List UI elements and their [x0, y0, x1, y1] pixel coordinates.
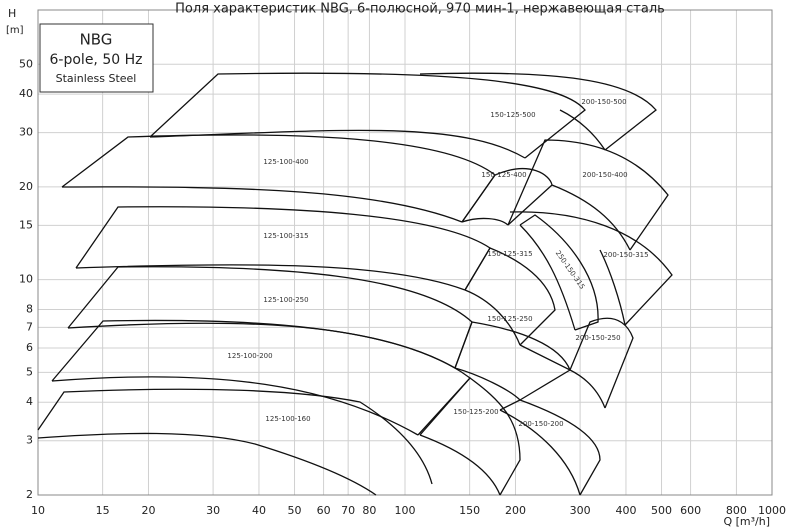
x-tick-label: 70 — [341, 504, 355, 517]
x-tick-label: 20 — [141, 504, 155, 517]
pump-region — [499, 399, 601, 496]
pump-region — [51, 319, 471, 436]
pump-region — [419, 72, 657, 151]
x-tick-label: 600 — [680, 504, 701, 517]
x-tick-label: 100 — [395, 504, 416, 517]
pump-region — [454, 321, 571, 401]
plot-frame — [37, 9, 773, 496]
region-label: 150-125-400 — [481, 171, 526, 179]
x-tick-label: 60 — [317, 504, 331, 517]
pump-region — [519, 214, 599, 331]
grid — [37, 9, 773, 496]
legend-line: 6-pole, 50 Hz — [50, 52, 143, 68]
region-label: 125-100-315 — [263, 232, 308, 240]
region-label: 200-150-250 — [575, 334, 620, 342]
x-tick-label: 150 — [459, 504, 480, 517]
region-label: 150-125-315 — [487, 250, 532, 258]
y-tick-label: 20 — [19, 180, 33, 193]
y-tick-label: 2 — [26, 488, 33, 501]
pump-region — [37, 388, 433, 496]
pump-region — [67, 266, 473, 369]
y-tick-label: 6 — [26, 341, 33, 354]
chart-title: Поля характеристик NBG, 6-полюсной, 970 … — [175, 2, 665, 17]
pump-region — [507, 139, 669, 251]
pump-region — [509, 211, 673, 326]
y-tick-label: 4 — [26, 395, 33, 408]
y-tick-label: 5 — [26, 365, 33, 378]
x-tick-label: 10 — [31, 504, 45, 517]
pump-region — [149, 72, 586, 159]
y-tick-label: 8 — [26, 302, 33, 315]
x-tick-label: 800 — [726, 504, 747, 517]
legend-frame — [39, 23, 154, 93]
legend-box: NBG 6-pole, 50 Hz Stainless Steel — [39, 23, 154, 93]
x-tick-label: 1000 — [758, 504, 786, 517]
region-label: 200-150-315 — [603, 251, 648, 259]
x-tick-label: 50 — [288, 504, 302, 517]
y-tick-label: 15 — [19, 218, 33, 231]
region-label: 125-100-160 — [265, 415, 310, 423]
x-tick-label: 500 — [651, 504, 672, 517]
y-tick-label: 7 — [26, 320, 33, 333]
region-label: 150-125-500 — [490, 111, 535, 119]
x-tick-label: 200 — [505, 504, 526, 517]
y-axis-label: H — [8, 7, 16, 20]
y-tick-label: 40 — [19, 87, 33, 100]
pump-region — [519, 317, 634, 409]
x-tick-label: 30 — [206, 504, 220, 517]
y-tick-label: 10 — [19, 273, 33, 286]
y-axis-unit: [m] — [6, 25, 24, 36]
legend-title: NBG — [80, 31, 113, 49]
x-tick-label: 15 — [96, 504, 110, 517]
region-label: 200-150-200 — [518, 420, 563, 428]
x-tick-label: 40 — [252, 504, 266, 517]
region-label: 125-100-400 — [263, 158, 308, 166]
y-tick-label: 50 — [19, 57, 33, 70]
x-tick-label: 400 — [615, 504, 636, 517]
pump-region — [75, 206, 491, 291]
y-tick-label: 3 — [26, 434, 33, 447]
region-label: 200-150-500 — [581, 98, 626, 106]
y-tick-label: 30 — [19, 126, 33, 139]
x-tick-label: 80 — [362, 504, 376, 517]
x-axis-label: Q [m³/h] — [723, 515, 770, 528]
legend-line: Stainless Steel — [56, 72, 137, 85]
pump-region — [464, 247, 556, 346]
region-label: 200-150-400 — [582, 171, 627, 179]
region-label: 150-125-200 — [453, 408, 498, 416]
x-tick-label: 300 — [570, 504, 591, 517]
pump-region — [461, 168, 553, 226]
region-label: 125-100-250 — [263, 296, 308, 304]
region-label: 125-100-200 — [227, 352, 272, 360]
region-label: 150-125-250 — [487, 315, 532, 323]
pump-region — [419, 377, 521, 496]
